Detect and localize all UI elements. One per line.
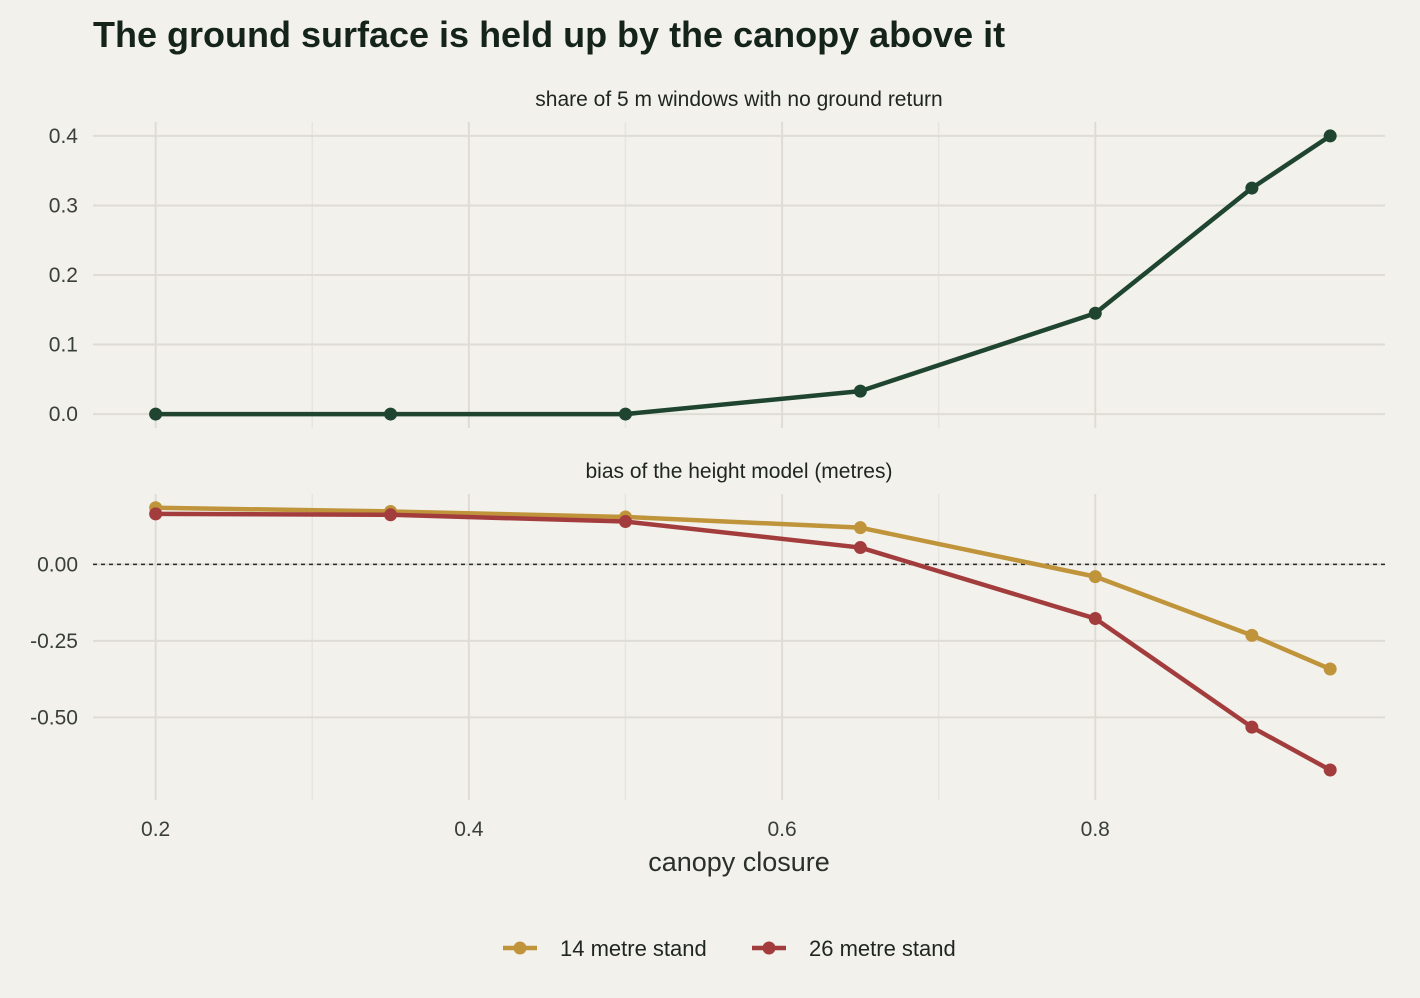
data-point [1323, 763, 1337, 777]
y-tick-label: 0.4 [49, 125, 79, 148]
y-tick-label: 0.0 [49, 403, 78, 426]
series-line [153, 511, 1333, 773]
data-point [618, 515, 632, 529]
data-point [384, 508, 398, 522]
data-point [384, 407, 398, 421]
y-tick-label: 0.1 [49, 334, 78, 357]
data-point [853, 521, 867, 535]
panel-subtitle: share of 5 m windows with no ground retu… [535, 88, 942, 111]
x-tick-label: 0.2 [141, 818, 170, 841]
legend-label: 14 metre stand [560, 936, 707, 961]
panel-subtitle: bias of the height model (metres) [586, 460, 893, 483]
x-tick-label: 0.4 [454, 818, 484, 841]
y-tick-label: 0.3 [49, 194, 78, 217]
data-point [149, 507, 163, 521]
data-point [1245, 628, 1259, 642]
data-point [1088, 570, 1102, 584]
y-tick-label: -0.50 [30, 706, 78, 729]
legend-swatch-point [513, 941, 527, 955]
data-point [853, 541, 867, 555]
data-point [1245, 720, 1259, 734]
data-point [1088, 306, 1102, 320]
legend-label: 26 metre stand [809, 936, 956, 961]
legend-swatch-point [762, 941, 776, 955]
data-point [1323, 129, 1337, 143]
y-tick-label: -0.25 [30, 630, 78, 653]
data-point [1245, 181, 1259, 195]
series-line [153, 505, 1333, 672]
x-tick-label: 0.8 [1081, 818, 1110, 841]
y-tick-label: 0.00 [37, 553, 78, 576]
data-point [618, 407, 632, 421]
chart-title: The ground surface is held up by the can… [93, 14, 1006, 55]
data-point [853, 384, 867, 398]
data-point [1088, 612, 1102, 626]
data-point [149, 407, 163, 421]
x-tick-label: 0.6 [767, 818, 796, 841]
x-axis-title: canopy closure [648, 847, 830, 877]
y-tick-label: 0.2 [49, 264, 78, 287]
data-point [1323, 662, 1337, 676]
